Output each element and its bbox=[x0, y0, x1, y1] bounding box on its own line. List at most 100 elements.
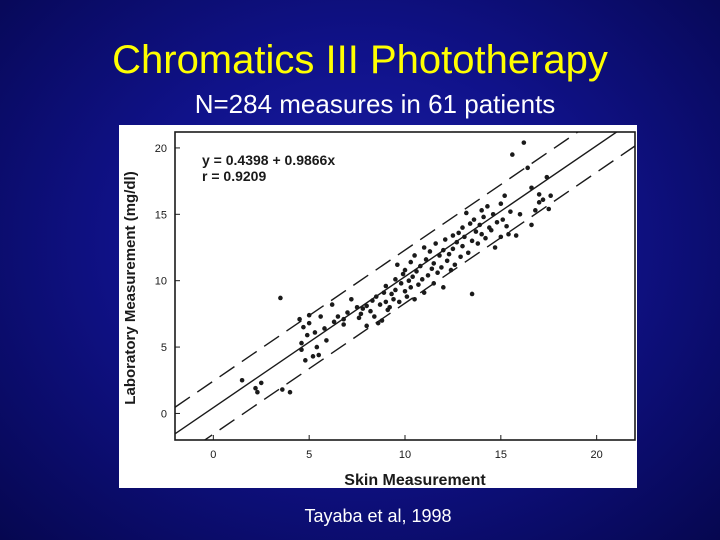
data-points bbox=[239, 140, 553, 395]
data-point bbox=[280, 387, 285, 392]
data-point bbox=[318, 314, 323, 319]
data-point bbox=[375, 320, 381, 326]
data-point bbox=[479, 231, 484, 237]
data-point bbox=[389, 291, 394, 297]
data-point bbox=[349, 296, 354, 302]
data-point bbox=[469, 238, 475, 244]
data-point bbox=[465, 250, 471, 256]
data-point bbox=[421, 290, 427, 295]
data-point bbox=[418, 263, 423, 269]
data-point bbox=[462, 234, 467, 240]
data-point bbox=[258, 380, 264, 386]
data-point bbox=[529, 222, 534, 228]
equation-annotation: y = 0.4398 + 0.9866x bbox=[202, 152, 335, 168]
data-point bbox=[479, 208, 484, 213]
data-point bbox=[454, 239, 460, 245]
y-tick-label: 10 bbox=[155, 276, 167, 288]
data-point bbox=[402, 289, 408, 294]
data-point bbox=[306, 312, 312, 318]
data-point bbox=[421, 245, 427, 250]
data-point bbox=[329, 302, 335, 307]
data-point bbox=[464, 210, 469, 216]
regression-line bbox=[175, 132, 618, 435]
slide-subtitle: N=284 measures in 61 patients bbox=[194, 89, 556, 119]
data-point bbox=[383, 299, 389, 305]
data-point bbox=[310, 354, 316, 359]
data-point bbox=[521, 140, 527, 145]
data-point bbox=[345, 310, 350, 315]
data-point bbox=[500, 217, 506, 222]
data-point bbox=[425, 273, 431, 278]
data-point bbox=[452, 262, 458, 268]
data-point bbox=[356, 315, 362, 321]
data-point bbox=[510, 152, 515, 157]
scatter-chart: 0 5 10 15 20 0 5 10 15 20 y = 0.4398 + 0.9866x r … bbox=[122, 131, 636, 488]
data-point bbox=[460, 225, 465, 230]
data-point bbox=[467, 221, 473, 226]
y-axis-label: Laboratory Measurement (mg/dl) bbox=[122, 171, 139, 404]
data-point bbox=[502, 193, 507, 199]
data-point bbox=[253, 385, 258, 391]
data-point bbox=[441, 285, 446, 290]
x-tick-label: 15 bbox=[495, 449, 507, 461]
data-point bbox=[469, 291, 475, 297]
lower-band-line bbox=[203, 145, 635, 440]
data-point bbox=[303, 358, 308, 363]
data-point bbox=[498, 234, 504, 240]
data-point bbox=[450, 246, 456, 252]
data-point bbox=[396, 299, 402, 305]
data-point bbox=[442, 237, 448, 242]
data-point bbox=[490, 212, 496, 217]
axis-ticks: 0 5 10 15 20 0 5 10 15 20 bbox=[155, 143, 603, 461]
y-tick-label: 5 bbox=[161, 342, 167, 354]
data-point bbox=[498, 201, 504, 206]
x-axis-label: Skin Measurement bbox=[344, 472, 486, 488]
data-point bbox=[492, 245, 498, 250]
data-point bbox=[400, 271, 406, 277]
data-point bbox=[360, 306, 366, 311]
data-point bbox=[383, 283, 389, 289]
data-point bbox=[391, 296, 396, 302]
data-point bbox=[471, 217, 477, 222]
data-point bbox=[544, 174, 550, 180]
data-point bbox=[239, 377, 245, 383]
slide-title: Chromatics III Phototherapy bbox=[112, 38, 608, 82]
data-point bbox=[412, 253, 417, 258]
data-point bbox=[525, 165, 530, 171]
data-point bbox=[412, 296, 417, 302]
x-tick-label: 0 bbox=[210, 449, 216, 461]
data-point bbox=[508, 209, 513, 214]
data-point bbox=[475, 241, 481, 246]
data-point bbox=[536, 200, 542, 205]
data-point bbox=[358, 311, 364, 317]
data-point bbox=[297, 316, 302, 322]
data-point bbox=[481, 214, 486, 220]
data-point bbox=[433, 241, 438, 246]
citation: Tayaba et al, 1998 bbox=[304, 506, 452, 526]
data-point bbox=[406, 278, 412, 283]
x-tick-label: 5 bbox=[306, 449, 312, 461]
data-point bbox=[429, 266, 435, 272]
data-point bbox=[494, 219, 500, 225]
data-point bbox=[458, 254, 463, 260]
data-point bbox=[316, 352, 322, 358]
data-point bbox=[504, 223, 509, 229]
correlation-annotation: r = 0.9209 bbox=[202, 168, 266, 184]
scatter-chart-panel: 0 5 10 15 20 0 5 10 15 20 y = 0.4398 + 0.9866x r … bbox=[119, 125, 637, 488]
data-point bbox=[364, 303, 369, 309]
data-point bbox=[398, 281, 404, 286]
data-point bbox=[255, 389, 260, 395]
data-point bbox=[536, 192, 542, 197]
data-point bbox=[427, 249, 433, 254]
data-point bbox=[306, 320, 312, 326]
data-point bbox=[517, 212, 523, 217]
data-point bbox=[402, 267, 408, 273]
data-point bbox=[335, 314, 341, 319]
data-point bbox=[488, 227, 494, 233]
data-point bbox=[513, 233, 519, 238]
data-point bbox=[299, 347, 304, 353]
data-point bbox=[460, 243, 465, 249]
data-point bbox=[408, 285, 414, 290]
data-point bbox=[431, 281, 437, 286]
data-point bbox=[354, 304, 360, 310]
